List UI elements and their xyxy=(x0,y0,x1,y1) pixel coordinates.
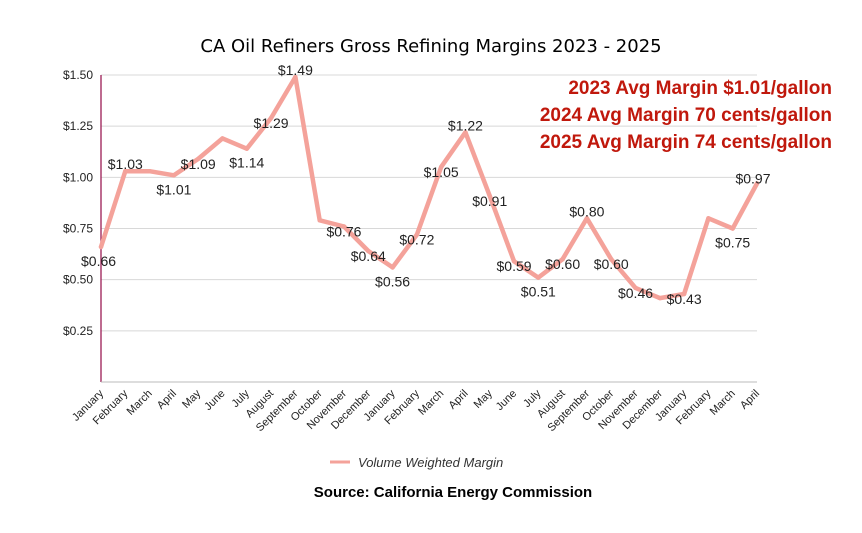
y-tick-label: $0.50 xyxy=(63,273,93,287)
data-label: $1.22 xyxy=(448,117,483,133)
data-label: $0.66 xyxy=(81,253,116,269)
data-label: $0.51 xyxy=(521,284,556,300)
data-point xyxy=(657,295,663,301)
source-note: Source: California Energy Commission xyxy=(314,484,592,501)
y-tick-label: $1.50 xyxy=(63,68,93,82)
series-group xyxy=(98,74,760,301)
data-point xyxy=(560,257,565,262)
x-tick-label: March xyxy=(416,388,446,418)
data-point xyxy=(681,291,687,297)
data-point xyxy=(633,285,638,291)
data-point xyxy=(487,193,492,198)
data-point xyxy=(147,168,152,174)
data-label: $1.29 xyxy=(254,115,289,131)
x-tick-label: June xyxy=(494,388,519,413)
gridlines xyxy=(101,74,757,332)
data-label: $0.56 xyxy=(375,273,410,289)
data-label: $0.75 xyxy=(715,235,750,251)
y-tick-labels: $0.25 $0.50 $0.75 $1.00 $1.25 $1.50 xyxy=(63,68,93,338)
data-point xyxy=(706,216,711,221)
data-point xyxy=(317,218,322,223)
x-tick-label: May xyxy=(180,387,204,411)
data-point xyxy=(195,156,201,162)
x-tick-label: April xyxy=(738,388,762,412)
y-tick-label: $0.75 xyxy=(63,222,93,236)
data-point xyxy=(390,265,395,270)
annotation-2025: 2025 Avg Margin 74 cents/gallon xyxy=(540,132,832,153)
data-point xyxy=(730,226,735,231)
data-point xyxy=(463,130,468,135)
data-label: $0.59 xyxy=(497,258,532,274)
data-label: $0.43 xyxy=(667,291,702,307)
chart-title: CA Oil Refiners Gross Refining Margins 2… xyxy=(200,36,661,57)
data-label: $0.60 xyxy=(594,256,629,272)
data-label: $0.46 xyxy=(618,285,653,301)
axes xyxy=(100,75,757,383)
data-label: $0.64 xyxy=(351,248,386,264)
data-point xyxy=(609,257,614,262)
data-point xyxy=(511,259,517,264)
annotation-2023: 2023 Avg Margin $1.01/gallon xyxy=(568,78,832,99)
x-tick-label: June xyxy=(202,388,227,413)
data-point xyxy=(341,224,347,229)
data-label: $1.03 xyxy=(108,156,143,172)
data-point xyxy=(438,164,444,170)
data-point xyxy=(220,136,225,141)
data-label: $1.01 xyxy=(156,181,191,197)
data-label: $0.60 xyxy=(545,256,580,272)
data-label: $1.09 xyxy=(181,156,216,172)
data-label: $1.49 xyxy=(278,62,313,78)
x-tick-label: March xyxy=(708,388,738,418)
x-tick-label: April xyxy=(155,388,179,412)
data-label: $0.72 xyxy=(399,232,434,248)
data-point xyxy=(536,275,541,280)
annotation-2024: 2024 Avg Margin 70 cents/gallon xyxy=(540,105,832,126)
annotations: 2023 Avg Margin $1.01/gallon 2024 Avg Ma… xyxy=(540,78,832,153)
data-point xyxy=(123,168,128,174)
data-label: $0.97 xyxy=(735,170,770,186)
legend: Volume Weighted Margin xyxy=(330,455,503,470)
data-point xyxy=(754,181,760,186)
data-point xyxy=(414,232,420,237)
x-tick-label: March xyxy=(125,388,155,418)
y-tick-label: $1.25 xyxy=(63,119,93,133)
data-label: $0.80 xyxy=(569,203,604,219)
data-point xyxy=(268,115,274,121)
data-point xyxy=(366,248,371,254)
data-point xyxy=(171,173,177,178)
x-tick-label: April xyxy=(447,388,471,412)
series-line-volume-weighted-margin xyxy=(98,74,760,301)
data-point xyxy=(293,74,298,80)
y-tick-label: $0.25 xyxy=(63,324,93,338)
data-label: $1.05 xyxy=(424,164,459,180)
data-label: $0.76 xyxy=(326,223,361,239)
x-tick-label: May xyxy=(472,387,496,411)
data-point xyxy=(98,244,104,250)
y-tick-label: $1.00 xyxy=(63,170,93,184)
data-point xyxy=(584,216,590,221)
data-labels: $0.66 $1.03 $1.01 $1.09 $1.14 $1.29 $1.49 $0.76… xyxy=(81,62,771,307)
data-label: $1.14 xyxy=(229,155,264,171)
data-label: $0.91 xyxy=(472,193,507,209)
legend-entry: Volume Weighted Margin xyxy=(358,455,503,470)
data-point xyxy=(244,146,249,151)
